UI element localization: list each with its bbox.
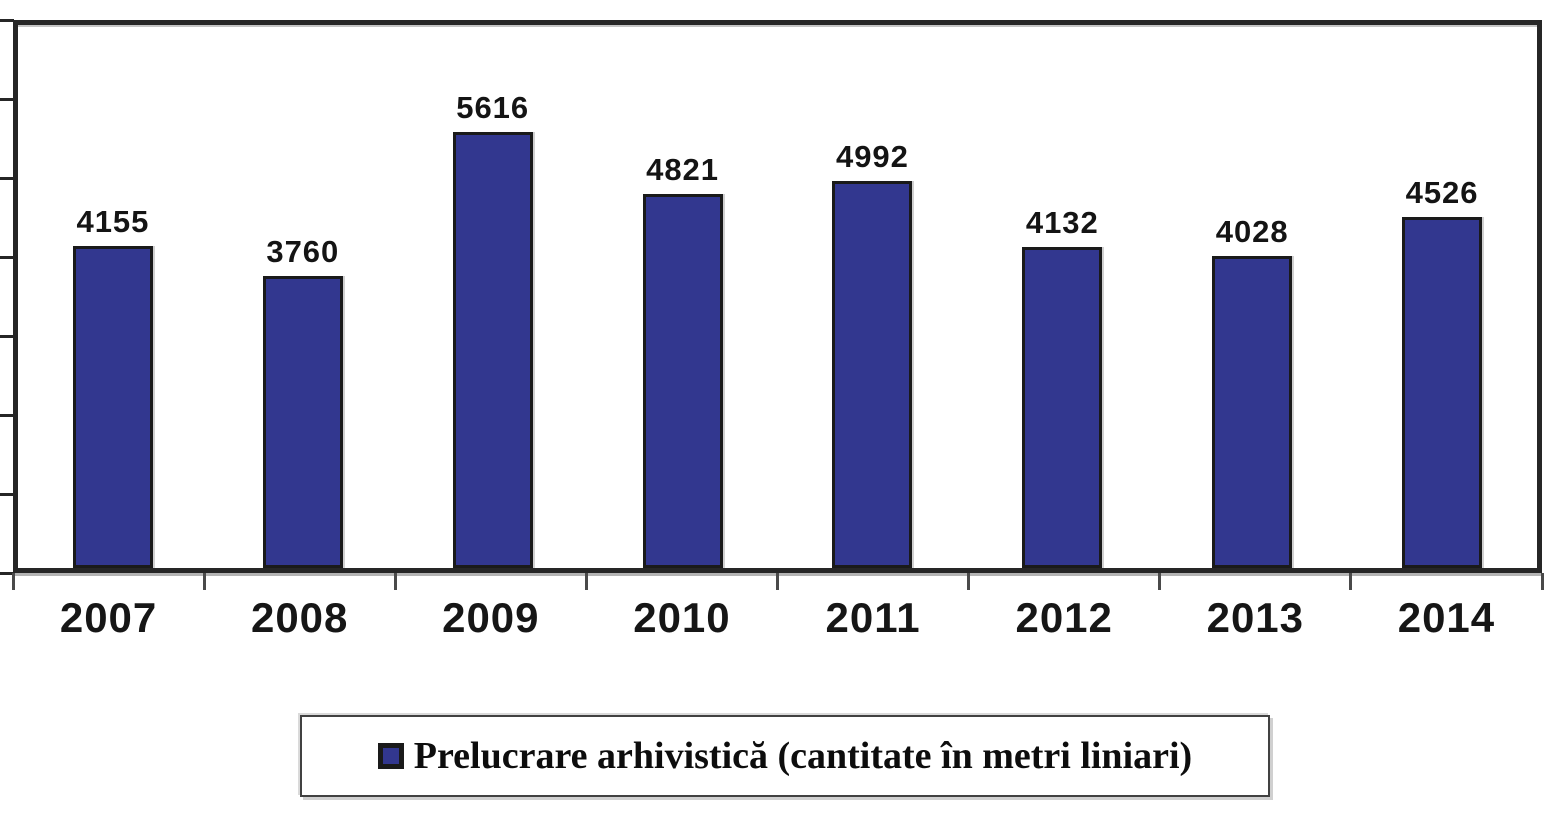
- x-axis-tick: [776, 573, 779, 590]
- y-axis-tick: [0, 335, 14, 338]
- x-axis-label: 2011: [825, 594, 921, 641]
- bar-value-label: 3760: [266, 234, 340, 269]
- x-axis-label: 2007: [59, 594, 158, 641]
- bar-slot: 4821: [588, 25, 778, 568]
- bar-slot: 4132: [967, 25, 1157, 568]
- bar-value-label: 4526: [1405, 175, 1479, 210]
- x-axis-tick: [585, 573, 588, 590]
- bar-value-label: 4992: [835, 139, 909, 174]
- x-axis-tick: [1541, 573, 1544, 590]
- bar-slot: 3760: [208, 25, 398, 568]
- bar-slot: 4992: [778, 25, 968, 568]
- y-axis-tick: [0, 98, 14, 101]
- x-axis-label: 2009: [442, 594, 540, 641]
- bar-slot: 4155: [18, 25, 208, 568]
- y-axis-tick: [0, 256, 14, 259]
- x-axis-label: 2008: [250, 594, 349, 641]
- bar-value-label: 4132: [1025, 205, 1099, 240]
- y-axis-tick: [0, 19, 14, 22]
- bar: [452, 132, 533, 568]
- x-axis-tick: [1158, 573, 1161, 590]
- x-axis-tick: [1349, 573, 1352, 590]
- legend-series-label: Prelucrare arhivistică (cantitate în met…: [413, 735, 1193, 777]
- legend: Prelucrare arhivistică (cantitate în met…: [300, 715, 1270, 797]
- y-axis-tick: [0, 493, 14, 496]
- x-axis-tick: [967, 573, 970, 590]
- bar-value-label: 4155: [76, 204, 150, 239]
- y-axis-tick: [0, 572, 14, 575]
- bar: [1022, 247, 1103, 568]
- bar-slot: 4028: [1157, 25, 1347, 568]
- x-axis-label: 2010: [633, 594, 731, 641]
- x-axis-labels: 2007 2008 2009 2010 2011 2012 2013 2014: [13, 594, 1542, 642]
- bar: [262, 276, 343, 568]
- y-axis-tick: [0, 177, 14, 180]
- bar-slot: 4526: [1347, 25, 1537, 568]
- bar: [832, 181, 913, 568]
- x-axis-tick: [203, 573, 206, 590]
- x-axis-label: 2014: [1397, 594, 1496, 641]
- bar: [1212, 256, 1293, 568]
- bar-value-label: 4821: [646, 152, 720, 187]
- bar: [72, 246, 153, 568]
- x-axis-tick: [394, 573, 397, 590]
- x-axis-tick: [12, 573, 15, 590]
- bar: [642, 194, 723, 568]
- x-axis-label: 2013: [1206, 594, 1305, 641]
- plot-area: 4155 3760 5616 4821 4992 4132 4028 4526: [13, 20, 1542, 573]
- plot-slots: 4155 3760 5616 4821 4992 4132 4028 4526: [18, 25, 1537, 568]
- x-axis-label: 2012: [1015, 594, 1113, 641]
- bar-value-label: 4028: [1215, 214, 1289, 249]
- bar: [1402, 217, 1483, 568]
- y-axis-tick: [0, 414, 14, 417]
- bar-value-label: 5616: [456, 90, 530, 125]
- legend-series-marker-icon: [377, 743, 404, 769]
- bar-slot: 5616: [398, 25, 588, 568]
